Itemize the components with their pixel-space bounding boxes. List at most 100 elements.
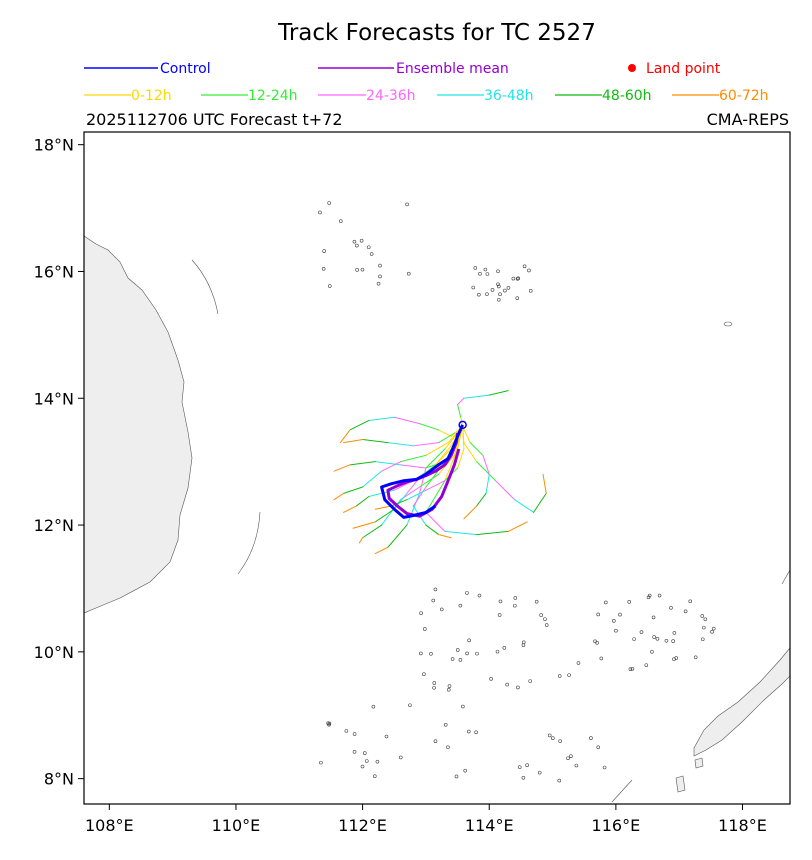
chart-title: Track Forecasts for TC 2527 xyxy=(277,20,596,46)
island-marker xyxy=(355,243,359,248)
island-marker xyxy=(371,704,376,709)
ensemble-member-segment xyxy=(343,486,364,494)
ensemble-member-segment xyxy=(476,492,487,507)
land-palawan xyxy=(693,647,790,757)
island-marker xyxy=(630,666,635,671)
island-marker xyxy=(711,626,716,631)
x-tick-label: 114°E xyxy=(465,816,514,835)
island-marker xyxy=(652,635,656,639)
island-marker xyxy=(431,598,436,603)
ensemble-member-tracks xyxy=(333,390,547,555)
island-marker xyxy=(419,651,423,656)
ensemble-member-segment xyxy=(387,524,408,548)
island-marker xyxy=(471,285,476,290)
ensemble-member-segment xyxy=(362,524,383,539)
island-marker xyxy=(657,593,662,598)
ensemble-member-segment xyxy=(542,473,547,494)
ensemble-member-segment xyxy=(457,426,464,450)
island-marker xyxy=(683,609,688,614)
island-marker xyxy=(543,617,547,621)
legend-label-0-12h: 0-12h xyxy=(131,88,172,104)
legend-mean-label: Ensemble mean xyxy=(396,61,509,77)
ensemble-member-segment xyxy=(362,438,389,444)
ensemble-member-segment xyxy=(457,397,465,406)
ensemble-member-segment xyxy=(419,423,440,431)
model-name-label: CMA-REPS xyxy=(707,110,789,129)
island-marker xyxy=(506,286,511,290)
island-marker xyxy=(432,685,436,690)
island-marker xyxy=(515,277,520,281)
island-marker xyxy=(478,271,482,276)
island-marker xyxy=(447,684,452,688)
ensemble-member-segment xyxy=(457,404,462,418)
ensemble-member-segment xyxy=(476,461,497,482)
island-marker xyxy=(372,774,377,779)
control-track xyxy=(380,424,464,519)
ensemble-member-segment xyxy=(333,464,351,472)
reef-line-2 xyxy=(237,511,261,575)
y-tick-label: 8°N xyxy=(44,770,74,789)
island-marker xyxy=(375,759,380,764)
island-marker xyxy=(483,267,488,272)
island-marker xyxy=(521,776,526,780)
island-marker xyxy=(454,774,459,779)
island-marker xyxy=(567,673,571,677)
island-marker xyxy=(429,652,433,656)
ensemble-member-segment xyxy=(514,499,535,513)
land-vietnam xyxy=(84,235,193,614)
island-marker xyxy=(463,768,468,773)
ensemble-member-segment xyxy=(463,394,490,399)
ensemble-member-segment xyxy=(438,429,452,437)
ensemble-member-segment xyxy=(355,496,370,507)
ensemble-member-segment xyxy=(412,486,427,507)
island-marker xyxy=(465,651,469,656)
legend-label-12-24h: 12-24h xyxy=(248,88,298,104)
island-marker xyxy=(674,656,679,660)
island-marker xyxy=(490,288,495,292)
legend-row-1: Control Ensemble mean Land point xyxy=(84,61,721,77)
island-marker xyxy=(327,284,332,288)
island-marker xyxy=(703,617,708,622)
island-marker xyxy=(515,296,520,300)
island-marker xyxy=(539,613,543,617)
island-marker xyxy=(458,658,463,662)
island-marker xyxy=(495,649,500,654)
ensemble-member-segment xyxy=(374,546,389,555)
island-marker xyxy=(596,612,601,617)
ensemble-member-segment xyxy=(463,505,478,520)
ensemble-member-segment xyxy=(349,419,370,431)
island-marker xyxy=(384,734,389,739)
ensemble-member-segment xyxy=(457,448,465,469)
ensemble-member-segment xyxy=(412,442,440,447)
ensemble-member-segment xyxy=(419,467,427,494)
storm-start-marker xyxy=(458,420,467,430)
island-marker xyxy=(700,637,705,642)
island-marker xyxy=(319,760,323,765)
island-marker xyxy=(513,596,518,600)
y-axis: 8°N 10°N 12°N 14°N 16°N 18°N xyxy=(34,136,84,789)
ensemble-member-segment xyxy=(381,461,402,472)
island-marker xyxy=(596,745,601,750)
island-marker xyxy=(477,593,482,598)
island-marker xyxy=(521,640,526,645)
ensemble-member-segment xyxy=(368,489,395,498)
island-marker xyxy=(443,722,448,727)
island-marker xyxy=(627,600,632,604)
island-marker xyxy=(558,739,562,743)
island-marker xyxy=(458,603,463,608)
reef-islet xyxy=(723,321,733,327)
island-marker xyxy=(496,269,500,274)
island-marker xyxy=(439,607,444,612)
island-marker xyxy=(672,631,677,635)
island-marker xyxy=(485,292,489,296)
island-marker xyxy=(422,672,426,677)
island-marker xyxy=(517,765,522,769)
legend-land-point-marker xyxy=(628,64,636,72)
island-marker xyxy=(525,763,529,767)
ensemble-member-segment xyxy=(393,416,421,425)
island-marker xyxy=(569,754,573,759)
island-marker xyxy=(327,722,331,727)
island-marker xyxy=(557,674,562,678)
island-marker xyxy=(646,595,651,600)
island-marker xyxy=(589,736,593,740)
